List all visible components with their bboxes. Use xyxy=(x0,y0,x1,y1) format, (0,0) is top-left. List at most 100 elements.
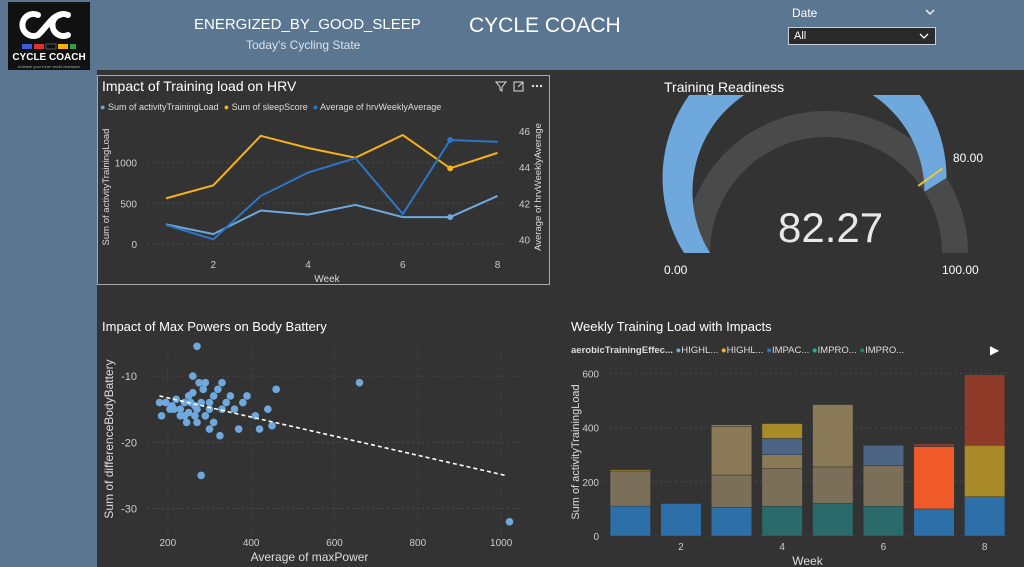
filter-icon[interactable] xyxy=(494,80,508,92)
legend-next-arrow-icon[interactable]: ▶ xyxy=(990,343,1000,357)
y-tick-label: 0 xyxy=(593,532,599,543)
bar-segment xyxy=(913,446,955,510)
focus-mode-icon[interactable] xyxy=(512,80,526,92)
data-point xyxy=(447,165,454,172)
bar-segment xyxy=(964,444,1006,497)
gauge-fill xyxy=(662,95,947,253)
x-tick-label: 6 xyxy=(881,542,887,553)
chevron-down-icon xyxy=(919,33,929,39)
y-tick-label: 200 xyxy=(582,478,599,489)
bar-segment xyxy=(609,469,651,472)
scatter-point xyxy=(197,398,205,407)
legend-item[interactable]: ●IMPRO... xyxy=(811,345,857,356)
data-point xyxy=(447,137,454,144)
scatter-chart-title: Impact of Max Powers on Body Battery xyxy=(102,319,327,334)
weekly-legend: aerobicTrainingEffec... ●HIGHL... ●HIGHL… xyxy=(571,345,904,356)
bar-segment xyxy=(609,505,651,537)
profile-name: ENERGIZED_BY_GOOD_SLEEP xyxy=(194,16,421,33)
legend-item[interactable]: ●HIGHL... xyxy=(720,345,764,356)
x-axis-label: Week xyxy=(314,274,340,284)
scatter-point xyxy=(243,392,251,400)
legend-item[interactable]: ●IMPAC... xyxy=(766,345,810,356)
scatter-point xyxy=(182,418,191,427)
scatter-point xyxy=(155,398,164,407)
y-axis-label: Sum of differenceBodyBattery xyxy=(102,359,116,518)
y-tick-label: -30 xyxy=(121,504,137,516)
bar-segment xyxy=(862,505,904,537)
bar-segment xyxy=(862,465,904,507)
bar-segment xyxy=(761,505,803,537)
x-axis-label: Average of maxPower xyxy=(251,550,369,564)
scatter-point xyxy=(157,412,166,420)
bar-segment xyxy=(711,424,753,427)
scatter-point xyxy=(201,378,210,387)
scatter-point xyxy=(239,398,247,407)
x-tick-label: 400 xyxy=(243,538,260,549)
readiness-value: 82.27 xyxy=(778,204,884,251)
data-point xyxy=(447,214,454,221)
left-margin xyxy=(0,70,97,567)
legend-item[interactable]: ● Sum of sleepScore xyxy=(223,102,308,112)
legend-item[interactable]: ●HIGHL... xyxy=(675,345,719,356)
x-tick-label: 6 xyxy=(400,260,406,271)
x-tick-label: 2 xyxy=(678,542,684,553)
scatter-point xyxy=(230,405,239,414)
scatter-point xyxy=(176,405,185,414)
y2-axis-label: Average of hrvWeeklyAverage xyxy=(533,123,544,251)
scatter-point xyxy=(218,378,226,387)
y-tick-label: -10 xyxy=(121,371,137,383)
scatter-point xyxy=(216,431,224,440)
scatter-point xyxy=(193,342,201,351)
scatter-point xyxy=(184,408,193,417)
logo-text: CYCLE COACH xyxy=(12,52,86,63)
series-line xyxy=(165,195,498,236)
bar-segment xyxy=(761,454,803,469)
x-tick-label: 200 xyxy=(159,538,176,549)
scatter-point xyxy=(209,392,218,400)
more-options-icon[interactable] xyxy=(530,80,544,92)
readiness-min-label: 0.00 xyxy=(664,263,688,277)
bar-segment xyxy=(913,508,955,537)
logo: CYCLE COACH Unleash your inner world cha… xyxy=(8,2,90,74)
weekly-chart-title: Weekly Training Load with Impacts xyxy=(571,319,772,334)
bar-segment xyxy=(812,466,854,504)
scatter-point xyxy=(214,385,222,394)
y-tick-label: 1000 xyxy=(115,159,138,170)
bar-segment xyxy=(761,438,803,455)
x-tick-label: 1000 xyxy=(490,538,513,549)
hrv-visual-frame[interactable] xyxy=(97,75,550,285)
gauge-target-marker xyxy=(917,167,944,187)
chevron-down-icon[interactable] xyxy=(924,8,936,16)
legend-item[interactable]: ● Average of hrvWeeklyAverage xyxy=(312,102,442,112)
x-tick-label: 8 xyxy=(495,260,501,271)
date-filter-label: Date xyxy=(792,6,818,20)
y-axis-label: Sum of activityTrainingLoad xyxy=(101,129,112,246)
readiness-target-label: 80.00 xyxy=(953,151,984,165)
bar-segment xyxy=(913,443,955,447)
legend-item[interactable]: ●IMPRO... xyxy=(859,345,905,356)
subtitle: Today's Cycling State xyxy=(246,38,361,52)
bar-segment xyxy=(761,468,803,507)
scatter-point xyxy=(226,392,235,400)
weekly-legend-title: aerobicTrainingEffec... xyxy=(571,345,673,356)
y-tick-label: 600 xyxy=(582,369,599,380)
scatter-point xyxy=(199,385,208,394)
readiness-max-label: 100.00 xyxy=(942,263,979,277)
x-tick-label: 2 xyxy=(211,260,217,271)
y-tick-label: 500 xyxy=(120,199,137,210)
y2-tick-label: 46 xyxy=(519,127,531,138)
legend-item[interactable]: ● Sum of activityTrainingLoad xyxy=(100,102,219,112)
scatter-point xyxy=(272,385,280,394)
scatter-point xyxy=(218,405,226,414)
bar-segment xyxy=(862,444,904,466)
date-select-value: All xyxy=(794,30,807,42)
x-tick-label: 600 xyxy=(326,538,343,549)
y-axis-label: Sum of activityTrainingLoad xyxy=(570,384,582,519)
y-tick-label: 400 xyxy=(582,424,599,435)
scatter-point xyxy=(193,405,201,414)
date-select[interactable]: All xyxy=(788,27,936,45)
y-tick-label: 0 xyxy=(131,240,137,251)
scatter-point xyxy=(170,405,178,414)
bar-segment xyxy=(711,507,753,537)
x-tick-label: 4 xyxy=(779,542,785,553)
